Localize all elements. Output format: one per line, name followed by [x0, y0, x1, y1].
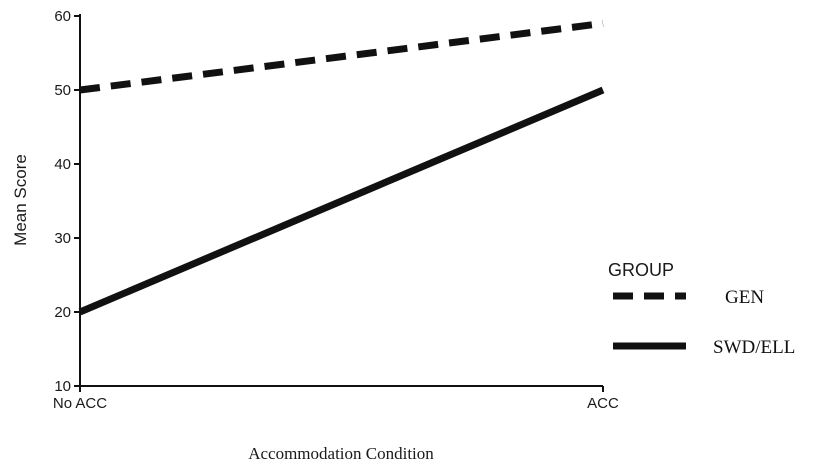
y-tick-label: 10: [54, 378, 71, 395]
x-axis-title: Accommodation Condition: [248, 444, 434, 463]
legend: GROUP GEN SWD/ELL: [608, 260, 795, 358]
legend-label: GEN: [725, 287, 764, 308]
series-line-gen: [79, 19, 604, 94]
y-tick-label: 30: [54, 230, 71, 247]
y-ticks: 10 20 30 40 50 60: [54, 8, 80, 395]
y-tick-label: 40: [54, 156, 71, 173]
y-axis-title: Mean Score: [11, 154, 30, 246]
legend-label: SWD/ELL: [713, 337, 795, 358]
series-lines: [78, 19, 605, 316]
y-tick-label: 60: [54, 8, 71, 25]
legend-title: GROUP: [608, 260, 674, 280]
series-line-swd-ell: [78, 86, 605, 316]
x-tick-label: No ACC: [53, 395, 107, 412]
x-ticks: No ACC ACC: [53, 386, 619, 412]
y-tick-label: 50: [54, 82, 71, 99]
y-tick-label: 20: [54, 304, 71, 321]
x-tick-label: ACC: [587, 395, 619, 412]
axes: [79, 14, 603, 387]
